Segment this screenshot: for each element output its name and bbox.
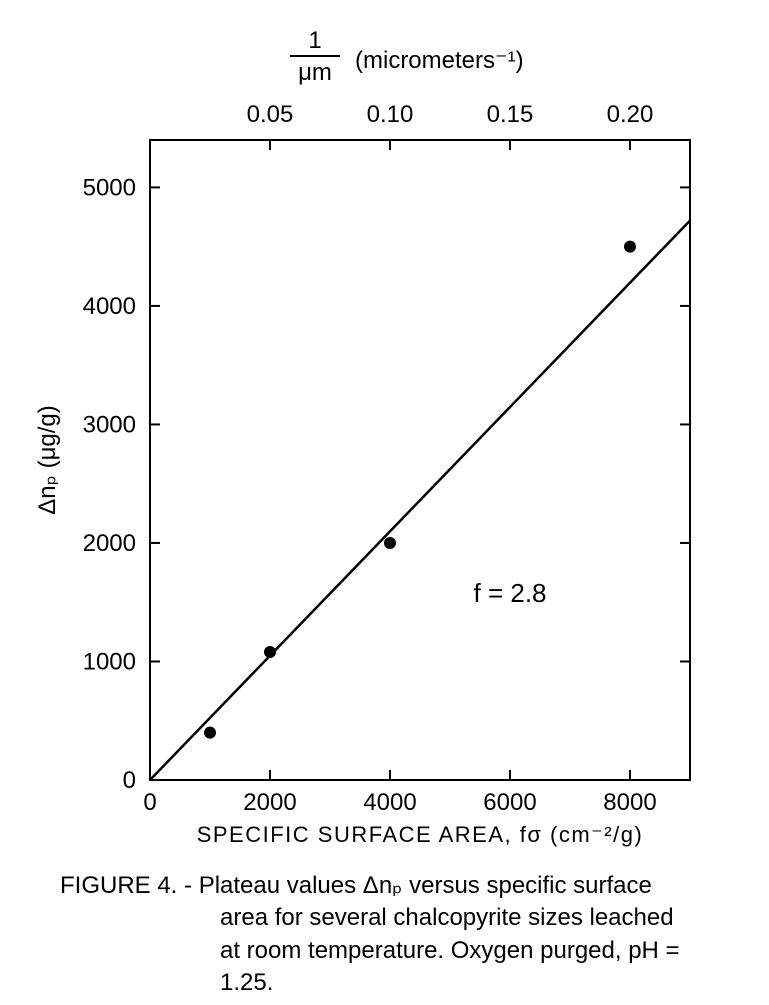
y-axis-label: Δnₚ (μg/g)	[34, 405, 61, 515]
plot-frame	[150, 140, 690, 780]
fit-line	[150, 221, 690, 780]
caption-line1: Plateau values Δnₚ versus specific surfa…	[199, 872, 652, 899]
svg-text:2000: 2000	[83, 530, 136, 557]
svg-text:4000: 4000	[83, 293, 136, 320]
svg-text:6000: 6000	[483, 789, 536, 816]
svg-text:5000: 5000	[83, 174, 136, 201]
caption-line3: at room temperature. Oxygen purged, pH =	[60, 935, 700, 967]
svg-text:4000: 4000	[363, 789, 416, 816]
svg-text:0.10: 0.10	[367, 101, 414, 128]
svg-text:1000: 1000	[83, 648, 136, 675]
svg-text:0: 0	[123, 767, 136, 794]
svg-text:0.15: 0.15	[487, 101, 534, 128]
svg-text:0: 0	[143, 789, 156, 816]
y-ticks: 0 1000 2000 3000 4000 5000	[83, 174, 690, 794]
x-top-label: 1 μm (micrometers⁻¹)	[290, 27, 524, 86]
svg-text:1: 1	[308, 27, 321, 54]
caption-line4: 1.25.	[60, 967, 700, 999]
x-bottom-ticks: 0 2000 4000 6000 8000	[143, 140, 656, 816]
svg-text:μm: μm	[298, 59, 332, 86]
svg-text:3000: 3000	[83, 411, 136, 438]
data-points	[204, 241, 636, 739]
x-bottom-label: SPECIFIC SURFACE AREA, fσ (cm⁻²/g)	[197, 822, 644, 847]
svg-text:8000: 8000	[603, 789, 656, 816]
annotation: f = 2.8	[474, 578, 547, 608]
svg-text:0.20: 0.20	[607, 101, 654, 128]
figure-caption: FIGURE 4. - Plateau values Δnₚ versus sp…	[60, 870, 700, 1000]
caption-lead: FIGURE 4. -	[60, 872, 199, 899]
svg-text:2000: 2000	[243, 789, 296, 816]
x-top-ticks: 0.05 0.10 0.15 0.20	[247, 101, 654, 128]
caption-line2: area for several chalcopyrite sizes leac…	[60, 902, 700, 934]
scatter-plot: 0 2000 4000 6000 8000 0.05 0.10 0.15 0.20 0 1000…	[0, 0, 769, 860]
svg-text:(micrometers⁻¹): (micrometers⁻¹)	[355, 47, 524, 74]
svg-text:0.05: 0.05	[247, 101, 294, 128]
